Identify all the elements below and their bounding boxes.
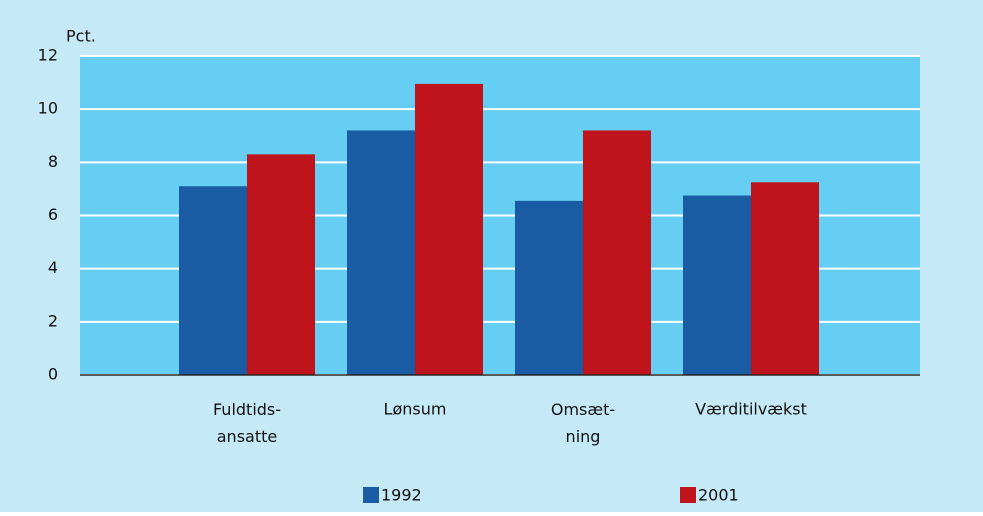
bar	[415, 83, 483, 375]
y-tick-label: 8	[48, 152, 58, 171]
x-tick-label: Værditilvækst	[695, 400, 807, 419]
y-tick-label: 6	[48, 205, 58, 224]
legend-label: 1992	[381, 486, 422, 505]
bar	[751, 182, 819, 375]
legend-swatch	[680, 487, 696, 503]
y-tick-label: 4	[48, 258, 58, 277]
x-tick-label: Fuldtids-ansatte	[213, 400, 281, 446]
x-tick-label: Lønsum	[384, 400, 447, 419]
x-tick-label: Omsæt-ning	[551, 400, 615, 446]
y-tick-label: 12	[38, 46, 58, 65]
legend-swatch	[363, 487, 379, 503]
bar	[179, 186, 247, 375]
bar	[247, 154, 315, 375]
y-tick-label: 2	[48, 311, 58, 330]
y-tick-label: 0	[48, 365, 58, 384]
y-tick-label: 10	[38, 99, 58, 118]
bar	[515, 200, 583, 375]
y-axis-label: Pct.	[66, 27, 96, 46]
bar	[583, 130, 651, 375]
legend-label: 2001	[698, 486, 739, 505]
bar	[683, 195, 751, 375]
bar	[347, 130, 415, 375]
